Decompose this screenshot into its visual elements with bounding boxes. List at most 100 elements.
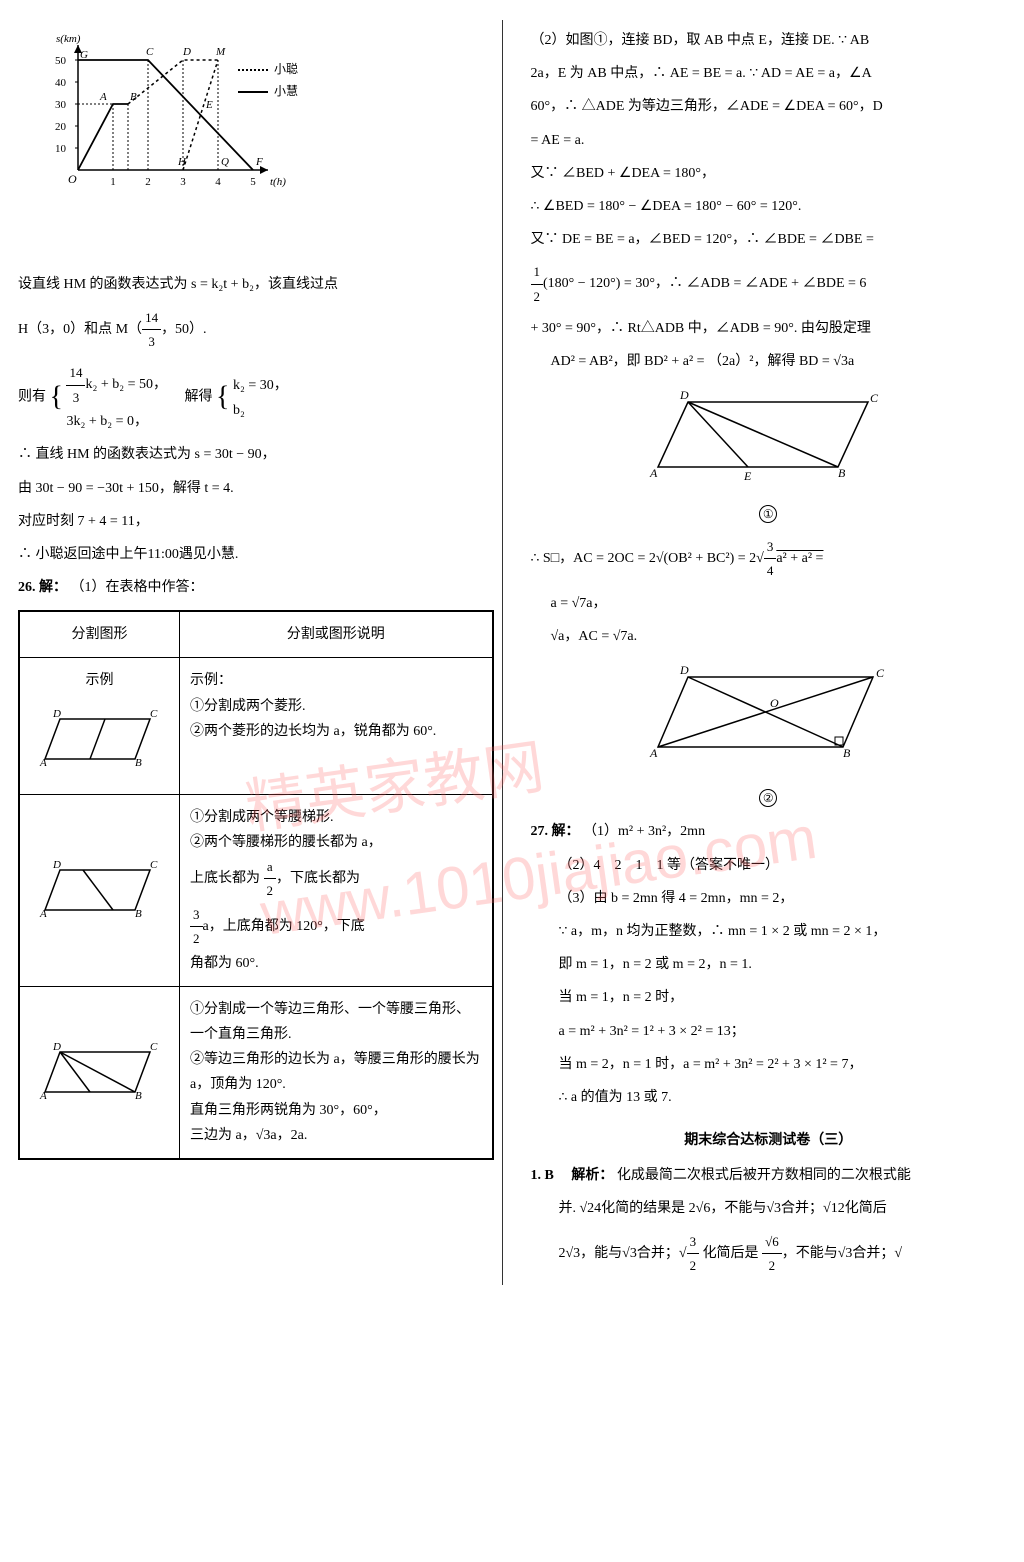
- figure-1: A B C D E ①: [531, 382, 1007, 526]
- chart-legend: 小聪 小慧: [238, 59, 308, 102]
- svg-text:5: 5: [250, 176, 256, 188]
- svg-text:2: 2: [145, 176, 151, 188]
- text: ②两个菱形的边长均为 a，锐角都为 60°.: [190, 719, 482, 744]
- text: 2a，E 为 AB 中点，∴ AE = BE = a. ∵ AD = AE = …: [531, 61, 1007, 86]
- line-chart: 10 20 30 40 50 1 2 3 4 5 O s(km) t(h) G …: [38, 30, 494, 252]
- text: 则有 { 143k₂ + b₂ = 50， 3k₂ + b₂ = 0， 解得 {…: [18, 361, 494, 434]
- svg-text:C: C: [150, 1041, 158, 1053]
- svg-text:A: A: [649, 466, 658, 480]
- svg-text:20: 20: [55, 121, 67, 133]
- svg-text:B: B: [838, 466, 846, 480]
- figure-2: A B C D O ②: [531, 657, 1007, 811]
- svg-text:s(km): s(km): [56, 33, 81, 45]
- parallelogram-diagram: A B C D: [35, 855, 165, 925]
- text: （2）4 2 1 1 等（答案不唯一）: [531, 853, 1007, 878]
- text: 12(180° − 120°) = 30°，∴ ∠ADB = ∠ADE + ∠B…: [531, 260, 1007, 308]
- table-header: 分割图形 分割或图形说明: [20, 612, 492, 658]
- text: 即 m = 1，n = 2 或 m = 2，n = 1.: [531, 952, 1007, 977]
- svg-text:E: E: [205, 99, 213, 111]
- text: 角都为 60°.: [190, 951, 482, 976]
- text: ∴ a 的值为 13 或 7.: [531, 1085, 1007, 1110]
- text: 32a，上底角都为 120°，下底: [190, 903, 482, 951]
- svg-text:G: G: [80, 49, 88, 61]
- svg-text:M: M: [215, 46, 226, 58]
- text: ②等边三角形的边长为 a，等腰三角形的腰长为 a，顶角为 120°.: [190, 1047, 482, 1097]
- split-table: 分割图形 分割或图形说明 示例 A B C D 示例： ①分割成两个菱形. ②两…: [18, 610, 494, 1160]
- svg-text:t(h): t(h): [270, 176, 286, 188]
- svg-text:Q: Q: [221, 156, 229, 168]
- svg-text:A: A: [39, 1090, 47, 1102]
- parallelogram-diagram: A B C D: [35, 1037, 165, 1107]
- text: 并. √24化简的结果是 2√6，不能与√3合并；√12化简后: [531, 1196, 1007, 1221]
- svg-text:O: O: [68, 172, 77, 186]
- section-title: 期末综合达标测试卷（三）: [531, 1128, 1007, 1153]
- svg-text:30: 30: [55, 99, 67, 111]
- text: 上底长都为 a2，下底长都为: [190, 855, 482, 903]
- table-row: A B C D ①分割成两个等腰梯形. ②两个等腰梯形的腰长都为 a， 上底长都…: [20, 795, 492, 987]
- svg-text:O: O: [770, 696, 779, 710]
- svg-text:D: D: [679, 663, 689, 677]
- text: 又∵ DE = BE = a，∠BED = 120°，∴ ∠BDE = ∠DBE…: [531, 227, 1007, 252]
- text: 三边为 a，√3a，2a.: [190, 1123, 482, 1148]
- svg-text:4: 4: [215, 176, 221, 188]
- text: 对应时刻 7 + 4 = 11，: [18, 509, 494, 534]
- svg-text:40: 40: [55, 77, 67, 89]
- right-column: （2）如图①，连接 BD，取 AB 中点 E，连接 DE. ∵ AB 2a，E …: [523, 20, 1015, 1285]
- svg-text:A: A: [99, 91, 107, 103]
- svg-text:B: B: [130, 91, 137, 103]
- chart-svg: 10 20 30 40 50 1 2 3 4 5 O s(km) t(h) G …: [38, 30, 298, 200]
- svg-text:A: A: [39, 757, 47, 769]
- text: 由 30t − 90 = −30t + 150，解得 t = 4.: [18, 476, 494, 501]
- table-row: A B C D ①分割成一个等边三角形、一个等腰三角形、一个直角三角形. ②等边…: [20, 987, 492, 1158]
- text: a = √7a，: [531, 591, 1007, 616]
- text: ∵ a，m，n 均为正整数，∴ mn = 1 × 2 或 mn = 2 × 1，: [531, 919, 1007, 944]
- svg-text:C: C: [870, 391, 879, 405]
- text: 2√3，能与√3合并；√32 化简后是 √62，不能与√3合并；√: [531, 1230, 1007, 1278]
- text: √a，AC = √7a.: [531, 624, 1007, 649]
- text: 示例：: [190, 668, 482, 693]
- text: ∴ S□，AC = 2OC = 2√(OB² + BC²) = 2√34a² +…: [531, 535, 1007, 583]
- text: AD² = AB²，即 BD² + a² = （2a）²，解得 BD = √3a: [531, 349, 1007, 374]
- text: ②两个等腰梯形的腰长都为 a，: [190, 830, 482, 855]
- text: 60°，∴ △ADE 为等边三角形，∠ADE = ∠DEA = 60°，D: [531, 94, 1007, 119]
- svg-text:B: B: [843, 746, 851, 760]
- svg-text:D: D: [52, 859, 61, 871]
- text: ①分割成两个等腰梯形.: [190, 805, 482, 830]
- text: H（3，0）和点 M（143，50）.: [18, 306, 494, 354]
- svg-text:A: A: [649, 746, 658, 760]
- text: 当 m = 1，n = 2 时，: [531, 985, 1007, 1010]
- svg-text:10: 10: [55, 143, 67, 155]
- left-column: 10 20 30 40 50 1 2 3 4 5 O s(km) t(h) G …: [10, 20, 503, 1285]
- q1: 1. B 解析： 化成最简二次根式后被开方数相同的二次根式能: [531, 1163, 1007, 1188]
- text: 设直线 HM 的函数表达式为 s = k₂t + b₂，该直线过点: [18, 272, 494, 297]
- text: ∴ ∠BED = 180° − ∠DEA = 180° − 60° = 120°…: [531, 194, 1007, 219]
- text: （3）由 b = 2mn 得 4 = 2mn，mn = 2，: [531, 886, 1007, 911]
- svg-text:3: 3: [180, 176, 186, 188]
- svg-text:C: C: [150, 708, 158, 720]
- text: ∴ 小聪返回途中上午11:00遇见小慧.: [18, 542, 494, 567]
- text: 直角三角形两锐角为 30°，60°，: [190, 1098, 482, 1123]
- svg-text:D: D: [182, 46, 191, 58]
- text: + 30° = 90°，∴ Rt△ADB 中，∠ADB = 90°. 由勾股定理: [531, 316, 1007, 341]
- svg-text:C: C: [146, 46, 154, 58]
- svg-text:D: D: [679, 388, 689, 402]
- table-row: 示例 A B C D 示例： ①分割成两个菱形. ②两个菱形的边长均为 a，锐角…: [20, 658, 492, 794]
- parallelogram-diagram: A B C D: [35, 704, 165, 774]
- svg-text:1: 1: [110, 176, 116, 188]
- text: 又∵ ∠BED + ∠DEA = 180°，: [531, 161, 1007, 186]
- svg-text:C: C: [876, 666, 885, 680]
- text: ∴ 直线 HM 的函数表达式为 s = 30t − 90，: [18, 442, 494, 467]
- svg-text:E: E: [743, 469, 752, 483]
- text: 当 m = 2，n = 1 时，a = m² + 3n² = 2² + 3 × …: [531, 1052, 1007, 1077]
- text: ①分割成两个菱形.: [190, 694, 482, 719]
- svg-text:A: A: [39, 908, 47, 920]
- text: （2）如图①，连接 BD，取 AB 中点 E，连接 DE. ∵ AB: [531, 28, 1007, 53]
- svg-text:B: B: [135, 1090, 142, 1102]
- svg-text:D: D: [52, 708, 61, 720]
- svg-text:B: B: [135, 908, 142, 920]
- row-label: 示例: [86, 668, 114, 693]
- text: a = m² + 3n² = 1² + 3 × 2² = 13；: [531, 1019, 1007, 1044]
- svg-text:50: 50: [55, 55, 67, 67]
- q27: 27. 解： （1）m² + 3n²，2mn: [531, 819, 1007, 844]
- svg-text:F: F: [255, 156, 263, 168]
